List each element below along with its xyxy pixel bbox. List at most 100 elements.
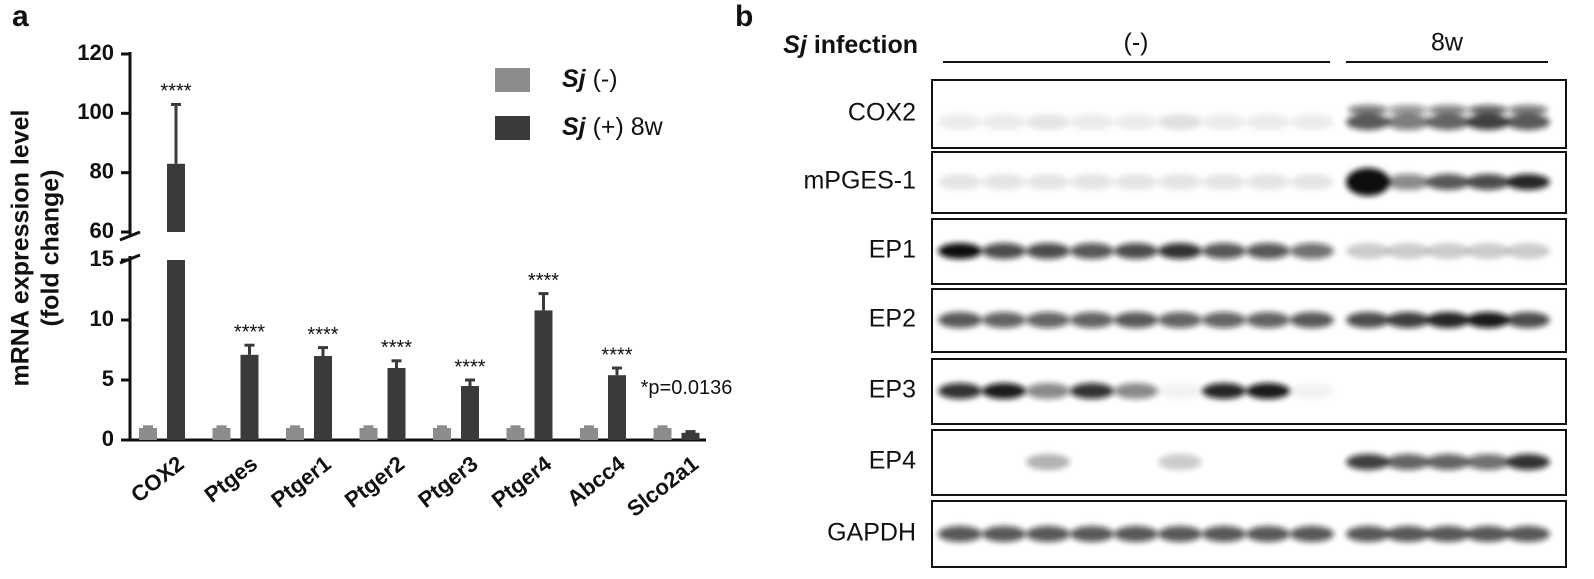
band — [1290, 174, 1334, 190]
band — [938, 383, 982, 399]
significance-label: **** — [234, 321, 265, 343]
band — [1114, 174, 1158, 190]
x-tick-label: Ptger2 — [340, 451, 409, 513]
band — [1114, 383, 1158, 399]
bar — [506, 428, 525, 440]
significance-label: **** — [160, 81, 191, 103]
band — [1346, 312, 1390, 328]
bar — [167, 163, 185, 232]
row-label: EP1 — [869, 236, 916, 264]
band — [1386, 243, 1430, 259]
band — [1506, 454, 1550, 470]
blot-bands — [938, 105, 1550, 542]
band — [982, 312, 1026, 328]
group-label: (-) — [1124, 29, 1149, 57]
significance-label: **** — [528, 270, 559, 292]
x-tick-label: Ptger4 — [487, 450, 557, 512]
significance-label: *p=0.0136 — [641, 377, 733, 399]
band — [1202, 526, 1246, 542]
band — [1202, 114, 1246, 130]
band — [1026, 526, 1070, 542]
band — [1114, 526, 1158, 542]
band — [1426, 114, 1470, 130]
group-label: 8w — [1431, 29, 1464, 57]
band — [1026, 174, 1070, 190]
bar — [359, 428, 378, 440]
bar — [167, 260, 185, 440]
band — [1202, 174, 1246, 190]
bar — [286, 428, 304, 440]
band — [1346, 168, 1390, 196]
row-label: COX2 — [848, 99, 916, 127]
band — [1070, 526, 1114, 542]
row-label: EP2 — [869, 305, 916, 333]
band — [1026, 454, 1070, 470]
bar — [461, 386, 479, 440]
x-tick-label: Abcc4 — [562, 450, 630, 511]
bar — [139, 428, 157, 440]
band — [1246, 243, 1290, 259]
band — [1466, 114, 1510, 130]
bar — [534, 310, 553, 440]
bar — [580, 428, 598, 440]
band — [1346, 454, 1390, 470]
band — [982, 174, 1026, 190]
legend-label: Sj (-) — [562, 65, 618, 93]
band — [1466, 174, 1510, 190]
band — [1388, 105, 1428, 115]
band — [1246, 114, 1290, 130]
band — [1290, 312, 1334, 328]
y-tick-label: 0 — [102, 426, 114, 451]
row-label: EP3 — [869, 376, 916, 404]
y-tick-label: 120 — [77, 40, 114, 65]
band — [1426, 526, 1470, 542]
x-tick-label: Slco2a1 — [622, 451, 703, 522]
band — [1466, 454, 1510, 470]
band — [938, 312, 982, 328]
band — [1246, 526, 1290, 542]
band — [1428, 105, 1468, 115]
band — [1070, 243, 1114, 259]
band — [1070, 383, 1114, 399]
band — [938, 526, 982, 542]
blot-frames — [931, 61, 1567, 568]
x-tick-label: Ptges — [200, 451, 263, 508]
legend-swatch — [495, 116, 530, 140]
bar — [653, 428, 672, 440]
band — [1246, 312, 1290, 328]
band — [1158, 114, 1202, 130]
band — [1202, 243, 1246, 259]
band — [1348, 105, 1388, 115]
band — [1246, 383, 1290, 399]
band — [1290, 114, 1334, 130]
bar — [387, 368, 406, 440]
band — [1426, 312, 1470, 328]
axis-break — [119, 230, 141, 242]
x-tick-label: Ptger1 — [266, 451, 335, 513]
band — [1290, 526, 1334, 542]
y-tick-label: 5 — [102, 366, 114, 391]
x-tick-label: COX2 — [126, 451, 189, 508]
legend-label: Sj (+) 8w — [562, 113, 664, 141]
band — [1506, 312, 1550, 328]
band — [1158, 243, 1202, 259]
band — [1158, 454, 1202, 470]
band — [938, 174, 982, 190]
significance-label: **** — [307, 324, 338, 346]
x-tick-label: Ptger3 — [413, 451, 482, 513]
band — [1202, 383, 1246, 399]
y-tick-label: 10 — [90, 306, 114, 331]
band — [1386, 114, 1430, 130]
band — [1026, 114, 1070, 130]
band — [1466, 312, 1510, 328]
band — [1290, 383, 1334, 399]
band — [1386, 312, 1430, 328]
band — [1466, 243, 1510, 259]
band — [1026, 383, 1070, 399]
y-axis-label: (fold change) — [37, 170, 65, 327]
band — [1426, 243, 1470, 259]
band — [1508, 105, 1548, 115]
y-axis-label: mRNA expression level — [7, 110, 35, 387]
band — [1466, 526, 1510, 542]
